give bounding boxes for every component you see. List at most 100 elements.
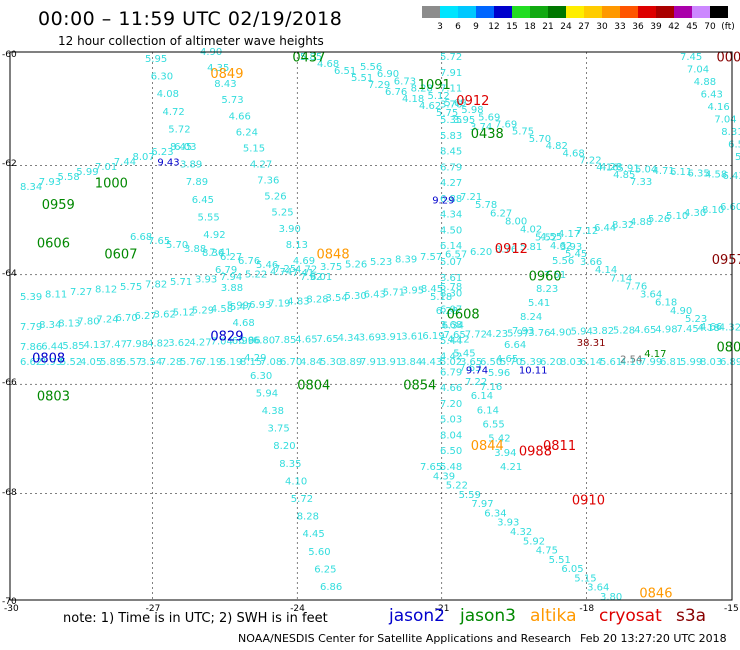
track-value: 6.30 (151, 72, 173, 83)
track-value: 4.02 (520, 225, 542, 236)
track-value: 6.70 (116, 313, 138, 324)
track-value: 5.72 (291, 494, 313, 505)
track-value: 3.66 (580, 257, 602, 268)
track-value: 4.69 (293, 256, 315, 267)
pass-time-label: 0804 (297, 379, 330, 394)
track-value: 4.65 (496, 354, 518, 365)
track-value: 4.58 (705, 170, 727, 181)
track-value: 5.39 (520, 357, 542, 368)
track-value: 8.04 (440, 431, 462, 442)
track-value: 7.41 (209, 248, 231, 259)
scale-swatch (512, 6, 530, 18)
scale-swatch (602, 6, 620, 18)
track-value: 3.74 (470, 122, 492, 133)
track-value: 4.92 (203, 230, 225, 241)
track-value: 3.62 (154, 309, 176, 320)
track-value: 6.34 (442, 320, 464, 331)
track-value: 3.54 (326, 293, 348, 304)
track-value: 6.44 (41, 341, 63, 352)
track-value: 4.72 (295, 265, 317, 276)
track-value: 7.19 (200, 357, 222, 368)
legend-altika: altika (530, 606, 577, 626)
track-value: 7.14 (610, 273, 632, 284)
track-value: 6.27 (135, 311, 157, 322)
track-value: 3.93 (40, 357, 62, 368)
track-value: 4.05 (80, 357, 102, 368)
pass-time-label: 0006 (717, 51, 740, 66)
track-value: 4.30 (684, 208, 706, 219)
track-value: 4.65 (634, 325, 656, 336)
track-value: 5.10 (666, 211, 688, 222)
track-value: 6.19 (422, 331, 444, 342)
scale-swatch (440, 6, 458, 18)
scale-label: 70 (704, 22, 716, 32)
track-value: 7.45 (680, 52, 702, 63)
longitude-label: -21 (434, 604, 450, 614)
pass-time-label: 1091 (418, 78, 451, 93)
track-value: 5.99 (76, 167, 98, 178)
track-value: 7.19 (268, 298, 290, 309)
scale-label: 15 (506, 22, 518, 32)
track-value: 5.99 (227, 300, 249, 311)
track-value: 6.60 (720, 202, 740, 213)
track-value: 8.32 (612, 220, 634, 231)
longitude-label: -18 (579, 604, 595, 614)
track-value: 6.99 (232, 336, 254, 347)
track-value: 4.72 (163, 107, 185, 118)
graticule (10, 52, 732, 600)
track-value: 5.04 (635, 165, 657, 176)
track-value: 5.81 (520, 242, 542, 253)
scale-swatch (422, 6, 440, 18)
scale-label: 27 (578, 22, 590, 32)
track-value: 5.71 (170, 277, 192, 288)
track-value: 4.34 (440, 210, 462, 221)
track-value: 3.95 (453, 115, 475, 126)
highlight-value: 9.43 (157, 157, 179, 168)
track-value: 4.84 (300, 357, 322, 368)
track-value: 5.56 (552, 256, 574, 267)
scale-swatch (458, 6, 476, 18)
scale-swatch (476, 6, 494, 18)
track-value: 5.15 (574, 573, 596, 584)
track-value: 6.55 (483, 420, 505, 431)
track-value: 4.10 (285, 476, 307, 487)
track-value: 6.64 (504, 340, 526, 351)
legend-cryosat: cryosat (599, 606, 662, 626)
track-value: 7.01 (95, 162, 117, 173)
track-value: 3.69 (359, 333, 381, 344)
track-value: 6.79 (440, 367, 462, 378)
track-value: 5.76 (180, 357, 202, 368)
map-subtitle: 12 hour collection of altimeter wave hei… (58, 34, 324, 48)
track-value: 5.69 (444, 98, 466, 109)
pass-time-label: 0811 (543, 439, 576, 454)
track-value: 6.76 (385, 87, 407, 98)
track-value: 5.52 (535, 233, 557, 244)
track-value: 3.64 (587, 583, 609, 594)
track-value: 5.47 (230, 302, 252, 313)
track-value: 7.89 (186, 177, 208, 188)
pass-time-label: 0848 (317, 247, 350, 262)
track-value: 6.44 (594, 223, 616, 234)
track-value: 8.13 (58, 318, 80, 329)
track-value: 5.18 (430, 292, 452, 303)
track-value: 4.12 (448, 335, 470, 346)
track-value: 5.61 (600, 357, 622, 368)
scale-label: 3 (437, 22, 443, 32)
track-value: 4.16 (596, 163, 618, 174)
track-value: 5.26 (648, 214, 670, 225)
track-value: 5.52 (60, 357, 82, 368)
scale-label: 33 (614, 22, 626, 32)
track-value: 6.03 (174, 142, 196, 153)
track-value: 5.72 (168, 124, 190, 135)
track-value: 3.65 (460, 357, 482, 368)
track-value: 5.12 (428, 91, 450, 102)
track-value: 7.20 (440, 399, 462, 410)
legend-s3a: s3a (676, 606, 707, 626)
track-value: 6.23 (151, 147, 173, 158)
track-value: 4.27 (189, 337, 211, 348)
track-value: 6.24 (236, 127, 258, 138)
track-value: 7.12 (576, 226, 598, 237)
track-value: 6.34 (484, 508, 506, 519)
track-value: 4.82 (546, 141, 568, 152)
track-value: 5.30 (320, 357, 342, 368)
